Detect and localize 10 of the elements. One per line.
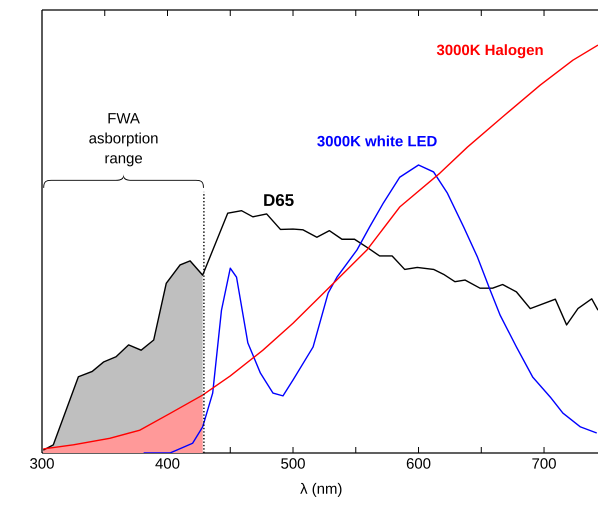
series-label: 3000K white LED xyxy=(317,135,437,146)
x-tick-label: 300 xyxy=(30,458,54,469)
x-axis-title: λ (nm) xyxy=(300,482,342,497)
x-tick-label: 400 xyxy=(155,458,180,469)
annotation: FWA asborption range xyxy=(89,113,158,166)
series-label: D65 xyxy=(264,194,294,206)
series-label: 3000K Halogen xyxy=(436,44,543,58)
x-tick-label: 600 xyxy=(406,458,430,469)
x-tick-label: 700 xyxy=(532,458,556,469)
x-tick-label: 500 xyxy=(281,458,305,469)
